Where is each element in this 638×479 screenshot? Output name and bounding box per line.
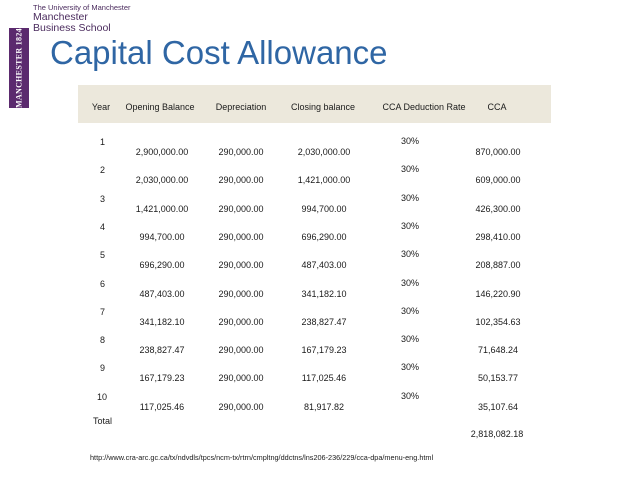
rate-cell: 30% [400,136,420,146]
logo: The University of Manchester Manchester … [33,4,131,34]
year-cell: 9 [100,363,106,374]
year-cell: 10 [97,391,108,402]
depreciation-cell: 290,000.00 [218,345,264,356]
year-cell: 1 [100,137,106,147]
closing-cell: 117,025.46 [301,373,347,384]
cca-cell: 870,000.00 [475,147,521,157]
logo-school-line2: Business School [33,21,111,34]
closing-cell: 1,421,000.00 [297,175,351,186]
depreciation-cell: 290,000.00 [218,401,264,412]
year-cell: 3 [100,193,106,204]
logo-school-line1: Manchester [33,10,88,23]
total-value: 2,818,082.18 [470,429,524,439]
rate-cell: 30% [400,220,420,231]
column-header: Closing balance [290,102,356,112]
depreciation-cell: 290,000.00 [218,203,264,214]
column-header: Opening Balance [125,102,195,112]
opening-cell: 487,403.00 [139,288,185,299]
cca-cell: 426,300.00 [475,203,521,214]
cca-cell: 298,410.00 [475,231,521,242]
page-title: Capital Cost Allowance [50,34,388,71]
opening-cell: 238,827.47 [139,345,185,356]
cca-cell: 102,354.63 [475,316,521,327]
column-header: Depreciation [215,102,267,112]
column-header: CCA [487,102,507,112]
rate-cell: 30% [400,249,420,260]
opening-cell: 696,290.00 [139,260,185,271]
depreciation-cell: 290,000.00 [218,288,264,299]
cca-cell: 50,153.77 [477,373,519,384]
rate-cell: 30% [400,305,420,316]
rate-cell: 30% [400,334,420,345]
closing-cell: 238,827.47 [301,316,347,327]
rate-cell: 30% [400,277,420,288]
opening-cell: 117,025.46 [139,401,185,412]
logo-university: The University of Manchester [33,3,131,12]
depreciation-cell: 290,000.00 [218,231,264,242]
year-cell: 7 [100,306,106,317]
cca-cell: 208,887.00 [475,260,521,271]
depreciation-cell: 290,000.00 [218,260,264,271]
opening-cell: 2,900,000.00 [135,147,189,157]
year-cell: 6 [100,278,106,289]
source-url: http://www.cra-arc.gc.ca/tx/ndvdls/tpcs/… [90,453,434,462]
closing-cell: 81,917.82 [303,401,345,412]
opening-cell: 167,179.23 [139,373,185,384]
opening-cell: 341,182.10 [139,316,185,327]
column-header: CCA Deduction Rate [382,102,466,112]
column-header: Year [91,102,111,112]
rate-cell: 30% [400,362,420,373]
closing-cell: 487,403.00 [301,260,347,271]
closing-cell: 696,290.00 [301,231,347,242]
year-cell: 2 [100,165,106,176]
table-header-background [78,85,551,123]
year-cell: 8 [100,335,106,346]
depreciation-cell: 290,000.00 [218,147,264,157]
total-label: Total [93,416,113,426]
opening-cell: 2,030,000.00 [135,175,189,186]
depreciation-cell: 290,000.00 [218,316,264,327]
depreciation-cell: 290,000.00 [218,373,264,384]
closing-cell: 2,030,000.00 [297,147,351,157]
rate-cell: 30% [400,164,420,175]
cca-cell: 146,220.90 [475,288,521,299]
cca-cell: 609,000.00 [475,175,521,186]
opening-cell: 1,421,000.00 [135,203,189,214]
year-cell: 4 [100,221,106,232]
cca-cell: 35,107.64 [477,401,519,412]
closing-cell: 341,182.10 [301,288,347,299]
rate-cell: 30% [400,390,420,401]
rate-cell: 30% [400,192,420,203]
closing-cell: 994,700.00 [301,203,347,214]
year-cell: 5 [100,250,106,261]
depreciation-cell: 290,000.00 [218,175,264,186]
logo-crest-text: MANCHESTER 1824 [14,28,24,108]
closing-cell: 167,179.23 [301,345,347,356]
cca-cell: 71,648.24 [477,345,519,356]
opening-cell: 994,700.00 [139,231,185,242]
logo-crest: MANCHESTER 1824 [9,28,29,108]
